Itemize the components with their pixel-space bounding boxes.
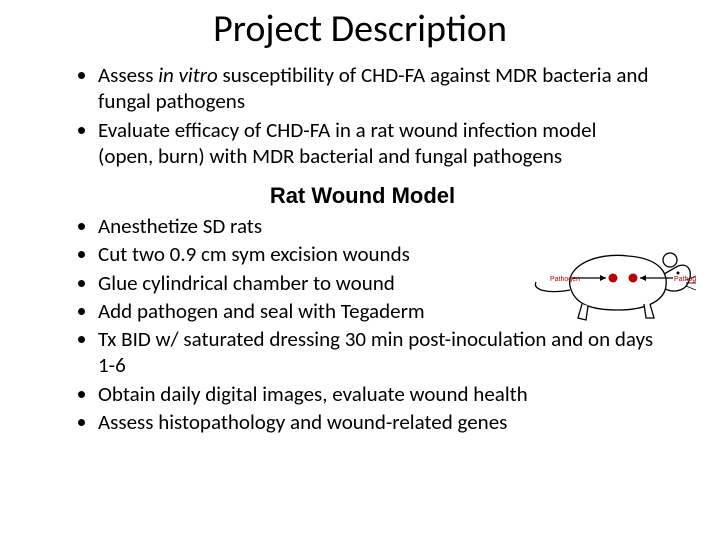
intro-bullet: Assess in vitro susceptibility of CHD-FA… [98, 62, 655, 115]
intro-list: Assess in vitro susceptibility of CHD-FA… [70, 62, 655, 169]
model-bullet: Assess histopathology and wound-related … [98, 409, 655, 435]
page-title: Project Description [0, 6, 720, 52]
pathogen-label-left: Pathogen [550, 276, 580, 283]
subheading: Rat Wound Model [70, 183, 655, 209]
model-bullet: Obtain daily digital images, evaluate wo… [98, 381, 655, 407]
pathogen-label-right: Pathogen [674, 276, 696, 283]
text: Assess [98, 62, 158, 88]
italic-text: in vitro [158, 62, 218, 88]
wound-dot-right [629, 274, 638, 283]
rat-diagram-icon: Pathogen Pathogen [528, 238, 696, 328]
text: Evaluate efficacy of CHD-FA in a rat wou… [98, 117, 596, 169]
model-bullet: Anesthetize SD rats [98, 213, 655, 239]
wound-dot-left [609, 274, 618, 283]
intro-bullet: Evaluate efficacy of CHD-FA in a rat wou… [98, 117, 655, 170]
model-bullet: Tx BID w/ saturated dressing 30 min post… [98, 326, 655, 379]
